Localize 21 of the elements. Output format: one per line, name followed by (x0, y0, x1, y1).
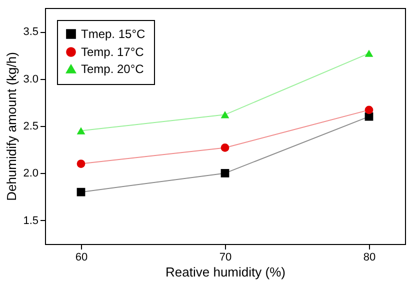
y-tick-label: 2.5 (23, 120, 38, 132)
legend-label: Temp. 20°C (81, 62, 144, 76)
point (364, 50, 374, 57)
point (76, 188, 86, 196)
point (220, 111, 230, 118)
x-tick-label: 80 (363, 252, 376, 264)
y-tick-label: 2.0 (23, 168, 38, 180)
y-tick-label: 3.5 (23, 26, 38, 38)
point (220, 169, 230, 178)
point (364, 106, 374, 114)
y-tick-label: 1.5 (23, 214, 38, 227)
legend-label: Temp. 17°C (81, 45, 144, 59)
legend-label: Tmep. 15°C (81, 27, 146, 41)
x-axis-title: Reative humidity (%) (166, 264, 286, 280)
y-tick-label: 3.0 (23, 73, 38, 86)
x-tick-label: 70 (219, 252, 232, 264)
point (76, 127, 86, 134)
y-axis-title: Dehumidify amount (kg/h) (4, 52, 20, 201)
point (220, 144, 230, 152)
point (76, 160, 86, 168)
x-tick-label: 60 (75, 252, 88, 264)
